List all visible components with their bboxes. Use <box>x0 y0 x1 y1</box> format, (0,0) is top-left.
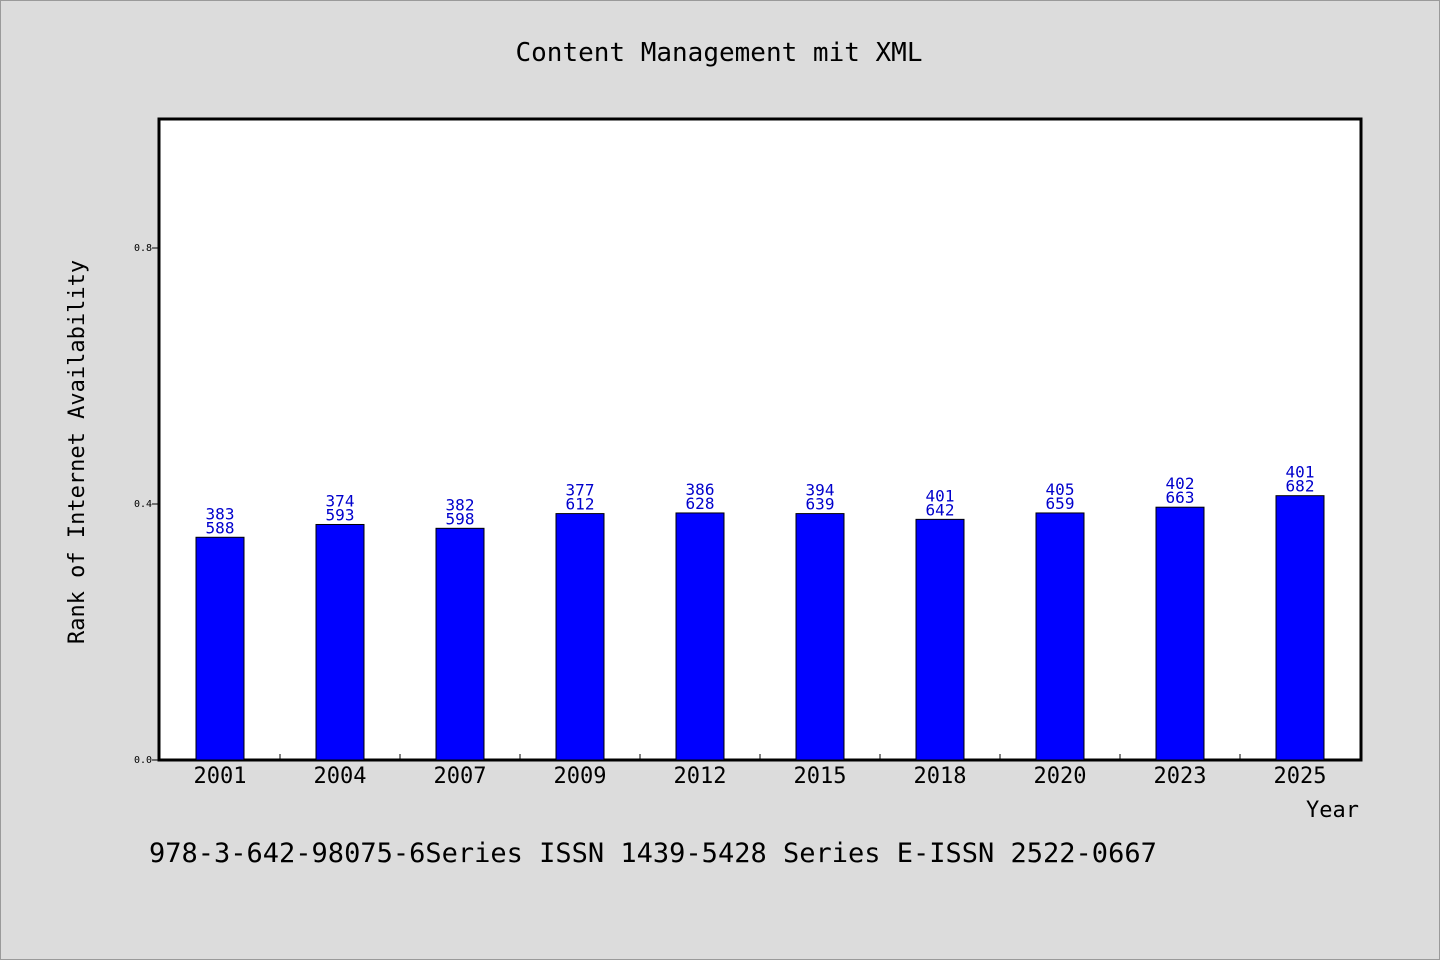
y-axis-label: Rank of Internet Availability <box>65 260 90 644</box>
bar-label-bottom: 612 <box>566 495 595 514</box>
x-tick-label: 2015 <box>794 764 847 789</box>
bar-label-bottom: 628 <box>686 494 715 513</box>
bar-label-top: 401 <box>1286 463 1315 482</box>
x-axis: 2001 2004 2007 2009 2012 2015 2018 2020 2023 2025 <box>194 754 1327 789</box>
bar-label-bottom: 642 <box>926 500 955 519</box>
bar-2001 <box>195 536 245 761</box>
x-tick-label: 2018 <box>914 764 967 789</box>
bar-label-bottom: 598 <box>446 509 475 528</box>
bar-2018 <box>915 518 965 761</box>
bar-2009 <box>555 513 605 761</box>
bar-label-bottom: 588 <box>206 518 235 537</box>
x-axis-label: Year <box>1306 798 1359 823</box>
bar-2012 <box>675 512 725 761</box>
bar-2023 <box>1155 506 1205 761</box>
bar-label-top: 377 <box>566 481 595 500</box>
y-tick-label: 0.8 <box>134 243 152 254</box>
bar-2007 <box>435 527 485 761</box>
x-tick-label: 2009 <box>554 764 607 789</box>
x-tick-label: 2007 <box>434 764 487 789</box>
bar-label-top: 374 <box>326 491 355 510</box>
y-axis: 0.0 0.4 0.8 <box>134 243 160 766</box>
chart-title: Content Management mit XML <box>516 38 923 68</box>
bar-label-bottom: 682 <box>1286 477 1315 496</box>
bar-label-top: 405 <box>1046 480 1075 499</box>
bar-label-top: 402 <box>1166 474 1195 493</box>
bar-2004 <box>315 523 365 761</box>
bar-2020 <box>1035 512 1085 761</box>
bar-2025 <box>1275 495 1325 761</box>
bar-label-bottom: 593 <box>326 505 355 524</box>
bar-label-bottom: 639 <box>806 495 835 514</box>
footer-isbn-issn: 978-3-642-98075-6Series ISSN 1439-5428 S… <box>149 838 1157 869</box>
bar-label-top: 383 <box>206 504 235 523</box>
bar-label-bottom: 659 <box>1046 494 1075 513</box>
x-tick-label: 2001 <box>194 764 247 789</box>
bar-label-top: 394 <box>806 481 835 500</box>
x-tick-label: 2025 <box>1274 764 1327 789</box>
x-tick-label: 2012 <box>674 764 727 789</box>
x-tick-label: 2004 <box>314 764 367 789</box>
bar-2015 <box>795 513 845 761</box>
bar-label-top: 401 <box>926 486 955 505</box>
bar-label-top: 382 <box>446 495 475 514</box>
x-tick-label: 2020 <box>1034 764 1087 789</box>
bar-label-top: 386 <box>686 480 715 499</box>
y-tick-label: 0.0 <box>134 755 152 766</box>
bars <box>195 495 1325 761</box>
x-tick-label: 2023 <box>1154 764 1207 789</box>
bar-label-bottom: 663 <box>1166 488 1195 507</box>
y-tick-label: 0.4 <box>134 499 152 510</box>
